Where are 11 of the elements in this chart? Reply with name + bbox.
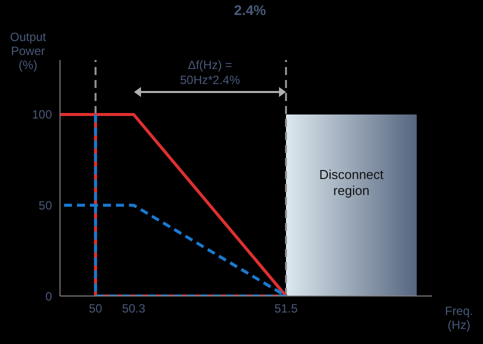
x-tick-label: 50 [88,302,103,316]
x-tick-label: 51.5 [274,302,298,316]
band-label: Disconnect region [318,167,385,200]
y-tick-label: 0 [45,289,52,304]
x-tick-label: 50.3 [122,302,146,316]
x-axis-title: Freq. (Hz) [444,304,474,332]
chart-title: 2.4% [233,2,267,18]
y-axis-title: Output Power (%) [8,30,48,72]
y-tick-label: 100 [32,108,52,122]
annotation: Δf(Hz) = 50Hz*2.4% [178,58,242,88]
y-tick-label: 50 [38,198,52,212]
